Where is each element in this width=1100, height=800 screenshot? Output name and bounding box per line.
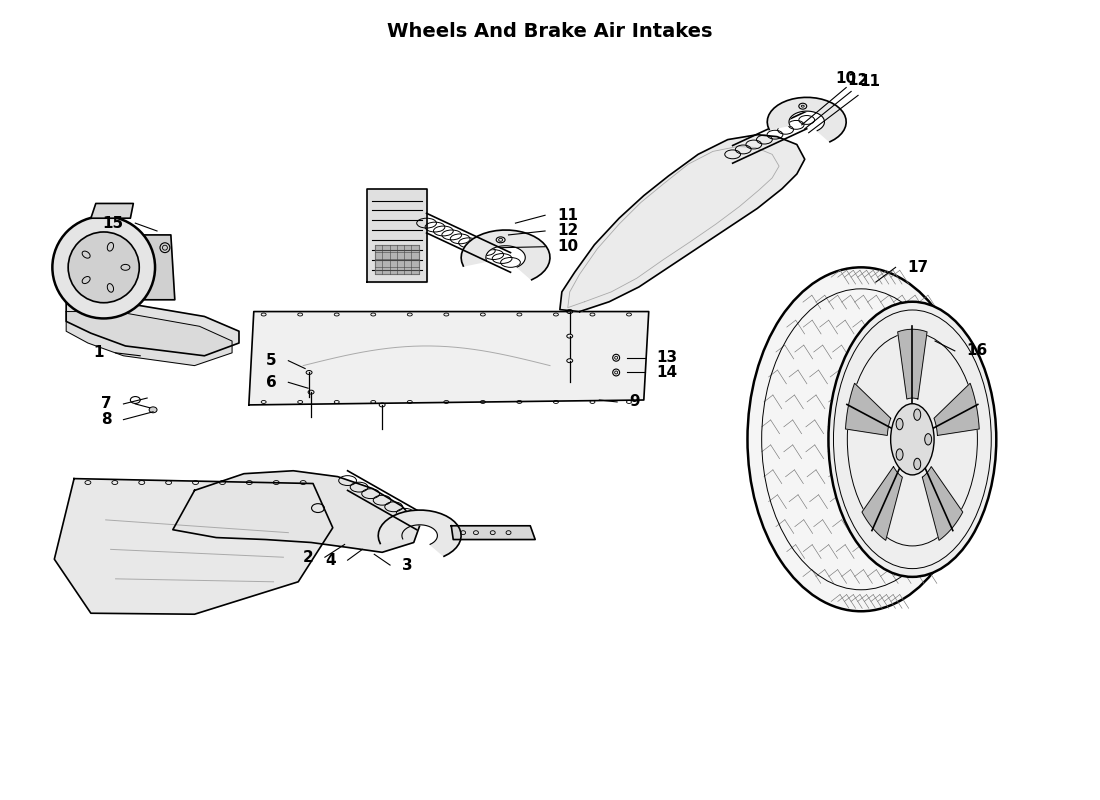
Ellipse shape [925, 434, 932, 445]
Text: 17: 17 [908, 260, 928, 275]
Ellipse shape [891, 404, 934, 475]
Polygon shape [94, 235, 175, 300]
Circle shape [53, 216, 155, 318]
Ellipse shape [748, 267, 975, 611]
Polygon shape [451, 526, 536, 539]
Text: 2: 2 [302, 550, 313, 565]
Polygon shape [375, 245, 419, 274]
Text: 12: 12 [847, 73, 869, 87]
Ellipse shape [150, 407, 157, 413]
Polygon shape [923, 466, 962, 540]
Text: 1: 1 [94, 346, 103, 360]
Polygon shape [862, 466, 902, 540]
Ellipse shape [896, 418, 903, 430]
Ellipse shape [914, 409, 921, 420]
Text: 13: 13 [657, 350, 678, 366]
Polygon shape [91, 203, 133, 218]
Ellipse shape [896, 449, 903, 460]
Polygon shape [846, 383, 891, 435]
Polygon shape [173, 470, 420, 552]
Polygon shape [249, 311, 649, 405]
Text: 3: 3 [402, 558, 412, 573]
Text: 9: 9 [629, 394, 639, 410]
Text: 5: 5 [266, 353, 276, 368]
Polygon shape [767, 98, 846, 142]
Text: 14: 14 [657, 365, 678, 380]
Circle shape [68, 232, 140, 302]
Polygon shape [66, 310, 232, 366]
Text: 16: 16 [967, 343, 988, 358]
Ellipse shape [828, 302, 997, 577]
Text: 7: 7 [101, 397, 111, 411]
Text: Wheels And Brake Air Intakes: Wheels And Brake Air Intakes [387, 22, 713, 41]
Text: 6: 6 [266, 375, 276, 390]
Text: 10: 10 [836, 70, 857, 86]
Ellipse shape [914, 458, 921, 470]
Polygon shape [378, 510, 461, 556]
Polygon shape [54, 478, 333, 614]
Text: 4: 4 [326, 553, 336, 568]
Polygon shape [66, 300, 239, 356]
Polygon shape [367, 189, 427, 282]
Text: 12: 12 [557, 223, 579, 238]
Text: 10: 10 [557, 239, 578, 254]
Text: 15: 15 [102, 216, 123, 230]
Text: 11: 11 [557, 208, 578, 222]
Polygon shape [898, 330, 927, 399]
Text: 8: 8 [101, 412, 111, 427]
Text: 11: 11 [859, 74, 880, 90]
Polygon shape [560, 134, 805, 311]
Polygon shape [934, 383, 979, 435]
Polygon shape [461, 230, 550, 280]
